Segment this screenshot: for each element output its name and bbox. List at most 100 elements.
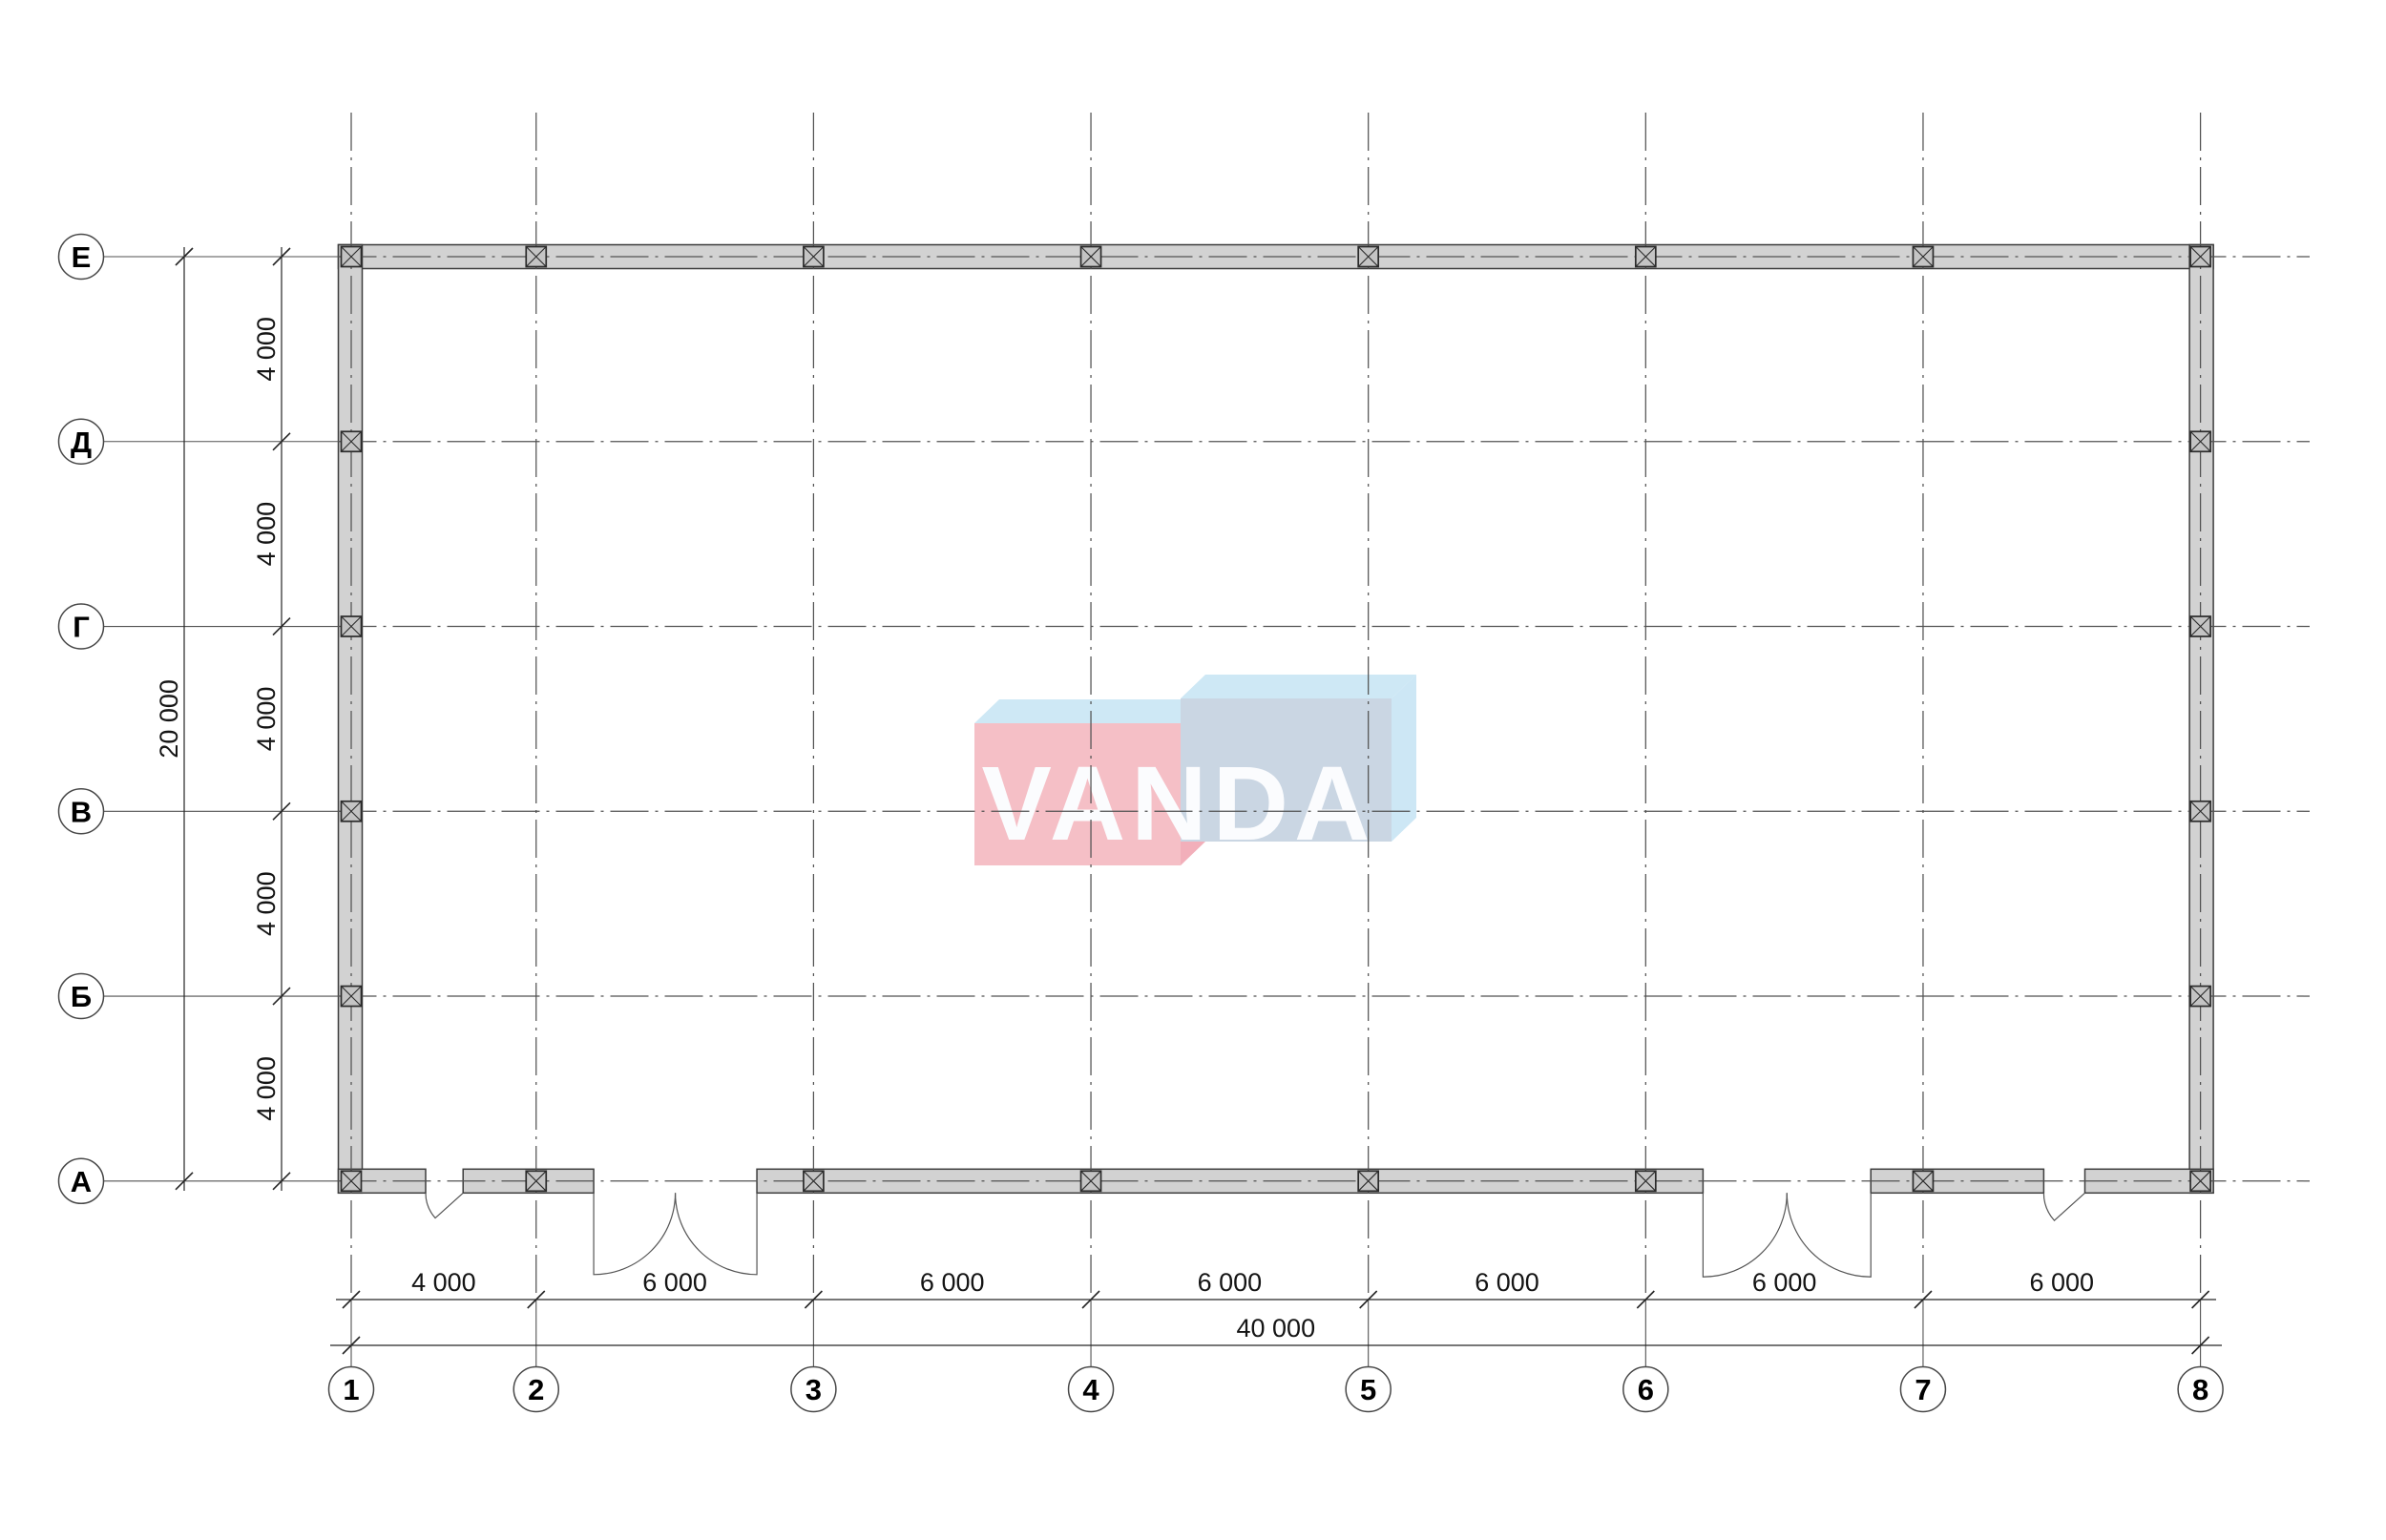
column-marker-cross bbox=[2189, 615, 2211, 637]
dimension-label: 4 000 bbox=[252, 502, 281, 567]
column-marker-cross bbox=[803, 246, 825, 267]
column-marker-cross bbox=[1913, 246, 1934, 267]
logo-pink-top-face bbox=[974, 699, 1205, 723]
grid-axes bbox=[104, 113, 2310, 1366]
column-marker-cross bbox=[2189, 1170, 2211, 1192]
dimension-tick bbox=[342, 1336, 361, 1355]
dimension-label: 6 000 bbox=[1752, 1268, 1817, 1297]
dimension-tick bbox=[175, 247, 194, 266]
logo-blue-front-face bbox=[1181, 698, 1392, 842]
dimension-label: 6 000 bbox=[2029, 1268, 2094, 1297]
axis-bubble-label: В bbox=[71, 795, 92, 828]
column-marker-cross bbox=[2189, 801, 2211, 822]
axis-bubbles: 1 2 3 4 5 6 7 8 Е Д Г В Б А bbox=[57, 233, 2224, 1413]
door-swing bbox=[593, 1193, 677, 1276]
watermark-logo: VANDA bbox=[974, 675, 1416, 865]
axis-bubble-label: 3 bbox=[806, 1373, 822, 1406]
dimension-lines: 4 000 6 000 6 000 6 000 6 000 6 000 6 000 40 00… bbox=[155, 247, 2222, 1355]
dimension-label: 4 000 bbox=[252, 871, 281, 936]
dimension-tick bbox=[272, 801, 291, 821]
axis-bubble bbox=[1067, 1365, 1115, 1413]
axis-bubble bbox=[1899, 1365, 1947, 1413]
dimension-label: 4 000 bbox=[252, 317, 281, 382]
column-marker-cross bbox=[2189, 986, 2211, 1007]
column-marker-cross bbox=[1635, 1170, 1657, 1192]
dimension-tick bbox=[272, 247, 291, 266]
door-swing bbox=[2042, 1192, 2085, 1221]
wall-segment bbox=[1870, 1168, 2045, 1195]
dimension-label: 4 000 bbox=[411, 1268, 476, 1297]
column-marker-cross bbox=[1080, 1170, 1101, 1192]
dimension-label: 4 000 bbox=[252, 1056, 281, 1121]
dimension-label: 40 000 bbox=[1237, 1314, 1316, 1342]
door-swing bbox=[1786, 1193, 1872, 1278]
dimension-label: 6 000 bbox=[920, 1268, 985, 1297]
dimension-tick bbox=[527, 1290, 546, 1309]
dimension-tick bbox=[1359, 1290, 1378, 1309]
axis-bubble-label: А bbox=[71, 1165, 92, 1198]
column-marker-cross bbox=[1080, 246, 1101, 267]
axis-bubble-label: 4 bbox=[1082, 1373, 1099, 1406]
dimension-tick bbox=[342, 1290, 361, 1309]
dimension-tick bbox=[272, 1172, 291, 1191]
axis-bubble-label: Е bbox=[72, 240, 92, 274]
axis-bubble-label: 7 bbox=[1915, 1373, 1931, 1406]
door-swing bbox=[1702, 1193, 1788, 1278]
dimension-tick bbox=[2191, 1336, 2210, 1355]
dimension-tick bbox=[272, 432, 291, 451]
column-marker-cross bbox=[2189, 246, 2211, 267]
axis-bubble-label: 6 bbox=[1638, 1373, 1654, 1406]
dimension-tick bbox=[175, 1172, 194, 1191]
axis-bubble bbox=[57, 603, 105, 650]
wall-segment bbox=[337, 243, 364, 1195]
column-marker-cross bbox=[525, 246, 547, 267]
axis-bubble-label: 8 bbox=[2192, 1373, 2208, 1406]
axis-bubble-label: Д bbox=[71, 426, 92, 459]
dimension-label: 6 000 bbox=[642, 1268, 707, 1297]
wall-segment bbox=[2188, 243, 2214, 1195]
logo-brand-text: VANDA bbox=[982, 745, 1376, 863]
door-swing bbox=[674, 1193, 758, 1276]
dimension-tick bbox=[804, 1290, 823, 1309]
axis-bubble-label: Г bbox=[73, 611, 90, 644]
axis-bubble bbox=[57, 788, 105, 835]
column-marker-cross bbox=[341, 1170, 362, 1192]
dimension-tick bbox=[272, 987, 291, 1006]
column-marker-cross bbox=[1913, 1170, 1934, 1192]
column-marker-cross bbox=[341, 801, 362, 822]
logo-blue-top-face bbox=[1181, 675, 1416, 698]
axis-bubble bbox=[57, 1157, 105, 1205]
dimension-tick bbox=[1636, 1290, 1655, 1309]
axis-bubble bbox=[57, 972, 105, 1020]
door-swing bbox=[425, 1192, 464, 1219]
axis-bubble bbox=[327, 1365, 375, 1413]
logo-blue-side-face bbox=[1392, 675, 1416, 842]
axis-bubble bbox=[57, 233, 105, 281]
axis-bubble-label: 5 bbox=[1360, 1373, 1376, 1406]
axis-bubble bbox=[790, 1365, 837, 1413]
axis-bubble bbox=[1622, 1365, 1669, 1413]
column-markers bbox=[340, 245, 2211, 1193]
dimension-label: 4 000 bbox=[252, 687, 281, 752]
axis-bubble bbox=[2177, 1365, 2224, 1413]
axis-bubble bbox=[57, 418, 105, 466]
column-marker-cross bbox=[1357, 246, 1379, 267]
doors bbox=[425, 1192, 2085, 1278]
dimension-tick bbox=[1081, 1290, 1100, 1309]
column-marker-cross bbox=[525, 1170, 547, 1192]
column-marker-cross bbox=[341, 615, 362, 637]
dimension-tick bbox=[2191, 1290, 2210, 1309]
column-marker-cross bbox=[803, 1170, 825, 1192]
axis-bubble bbox=[513, 1365, 560, 1413]
axis-bubble-label: Б bbox=[71, 980, 92, 1013]
axis-bubble bbox=[1345, 1365, 1392, 1413]
dimension-label: 6 000 bbox=[1475, 1268, 1539, 1297]
column-marker-cross bbox=[1635, 246, 1657, 267]
logo-pink-front-face bbox=[974, 723, 1181, 865]
dimension-tick bbox=[1914, 1290, 1933, 1309]
column-marker-cross bbox=[341, 986, 362, 1007]
dimension-tick bbox=[272, 616, 291, 636]
dimension-label: 6 000 bbox=[1198, 1268, 1263, 1297]
